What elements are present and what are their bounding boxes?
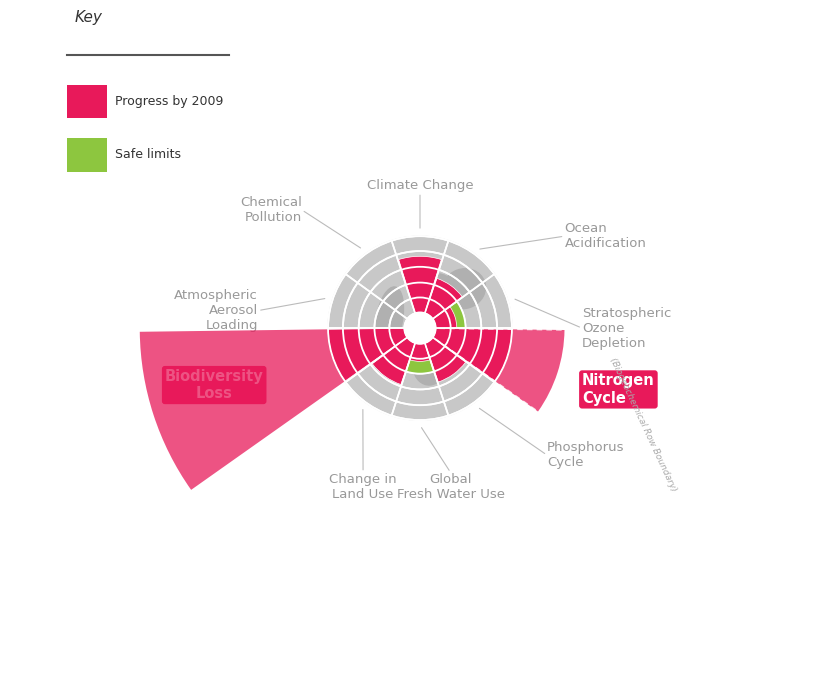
Ellipse shape bbox=[413, 350, 444, 385]
Text: Nitrogen
Cycle: Nitrogen Cycle bbox=[582, 373, 654, 406]
Ellipse shape bbox=[375, 287, 403, 352]
Circle shape bbox=[404, 313, 436, 344]
Wedge shape bbox=[495, 330, 564, 411]
Text: Ocean
Acidification: Ocean Acidification bbox=[564, 222, 646, 250]
Text: Global
Fresh Water Use: Global Fresh Water Use bbox=[396, 473, 505, 501]
Wedge shape bbox=[425, 285, 456, 319]
Text: Change in
Land Use: Change in Land Use bbox=[329, 473, 396, 501]
Wedge shape bbox=[407, 283, 433, 313]
FancyBboxPatch shape bbox=[67, 138, 108, 172]
Text: Atmospheric
Aerosol
Loading: Atmospheric Aerosol Loading bbox=[174, 289, 258, 332]
Wedge shape bbox=[407, 343, 433, 374]
Wedge shape bbox=[375, 328, 407, 354]
Wedge shape bbox=[410, 343, 430, 362]
Text: Progress by 2009: Progress by 2009 bbox=[115, 95, 223, 108]
Text: Safe limits: Safe limits bbox=[115, 148, 181, 161]
Wedge shape bbox=[433, 328, 465, 354]
Wedge shape bbox=[139, 330, 345, 490]
Wedge shape bbox=[433, 328, 512, 381]
Wedge shape bbox=[399, 256, 441, 313]
Text: (Biogeochemical Row Boundary): (Biogeochemical Row Boundary) bbox=[608, 356, 679, 493]
Wedge shape bbox=[425, 338, 456, 371]
Text: Stratospheric
Ozone
Depletion: Stratospheric Ozone Depletion bbox=[582, 306, 671, 349]
Wedge shape bbox=[425, 338, 465, 382]
Text: Chemical
Pollution: Chemical Pollution bbox=[240, 196, 302, 224]
Wedge shape bbox=[433, 307, 457, 328]
Wedge shape bbox=[372, 338, 415, 385]
Ellipse shape bbox=[391, 339, 414, 370]
Wedge shape bbox=[425, 279, 462, 319]
Text: Biodiversity
Loss: Biodiversity Loss bbox=[165, 369, 264, 401]
Circle shape bbox=[328, 236, 512, 420]
Text: Phosphorus
Cycle: Phosphorus Cycle bbox=[547, 441, 624, 469]
FancyBboxPatch shape bbox=[67, 85, 108, 118]
Wedge shape bbox=[328, 328, 407, 381]
Text: Climate Change: Climate Change bbox=[367, 179, 473, 192]
Text: Key: Key bbox=[74, 10, 102, 25]
Wedge shape bbox=[384, 338, 415, 371]
Ellipse shape bbox=[422, 274, 462, 330]
Ellipse shape bbox=[442, 269, 486, 308]
Circle shape bbox=[404, 313, 436, 344]
Wedge shape bbox=[433, 302, 465, 328]
